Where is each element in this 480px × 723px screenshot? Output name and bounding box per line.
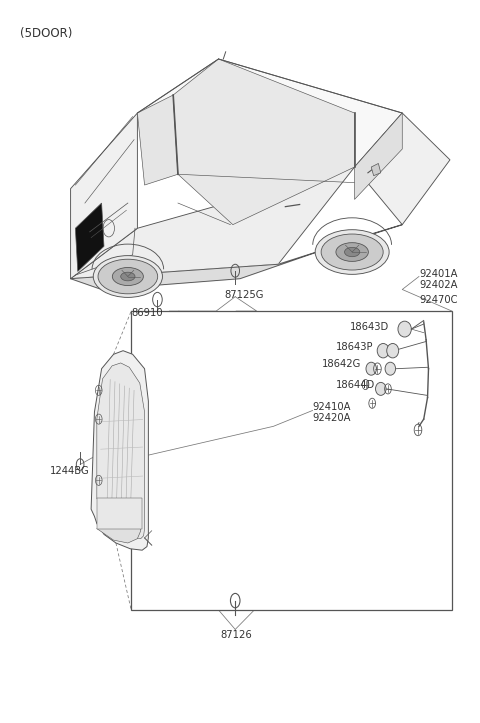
Ellipse shape	[375, 382, 386, 395]
Ellipse shape	[336, 243, 368, 262]
Polygon shape	[371, 163, 381, 176]
Polygon shape	[97, 509, 141, 543]
Ellipse shape	[377, 343, 389, 358]
Text: 92470C: 92470C	[419, 295, 457, 305]
Polygon shape	[71, 113, 137, 278]
Text: 1244BG: 1244BG	[50, 466, 90, 476]
Polygon shape	[97, 363, 144, 539]
Ellipse shape	[366, 362, 376, 375]
Ellipse shape	[385, 362, 396, 375]
Polygon shape	[71, 167, 355, 278]
Text: 18644D: 18644D	[336, 380, 375, 390]
Text: (5DOOR): (5DOOR)	[21, 27, 73, 40]
Ellipse shape	[98, 260, 157, 294]
Ellipse shape	[345, 247, 360, 257]
Polygon shape	[173, 59, 355, 225]
Text: 18642G: 18642G	[322, 359, 361, 369]
Text: 92410A: 92410A	[312, 402, 351, 412]
Text: 18643D: 18643D	[350, 322, 389, 332]
Text: 92401A: 92401A	[419, 269, 457, 278]
Ellipse shape	[315, 230, 389, 274]
Polygon shape	[75, 203, 104, 271]
Text: 18643P: 18643P	[336, 342, 373, 352]
Text: 87125G: 87125G	[224, 289, 264, 299]
Ellipse shape	[93, 256, 162, 297]
Text: 92402A: 92402A	[419, 280, 457, 290]
Text: 87126: 87126	[221, 630, 252, 640]
Ellipse shape	[398, 321, 411, 337]
Ellipse shape	[112, 268, 144, 286]
Polygon shape	[71, 225, 402, 289]
Polygon shape	[137, 59, 402, 167]
Text: 86910: 86910	[131, 307, 163, 317]
Bar	[131, 311, 452, 610]
Polygon shape	[91, 351, 148, 550]
Polygon shape	[97, 498, 142, 529]
Ellipse shape	[387, 343, 399, 358]
Ellipse shape	[120, 272, 135, 281]
Polygon shape	[137, 95, 178, 185]
Polygon shape	[355, 113, 402, 200]
Text: 92420A: 92420A	[312, 413, 351, 423]
Ellipse shape	[321, 234, 383, 270]
Polygon shape	[355, 113, 450, 225]
